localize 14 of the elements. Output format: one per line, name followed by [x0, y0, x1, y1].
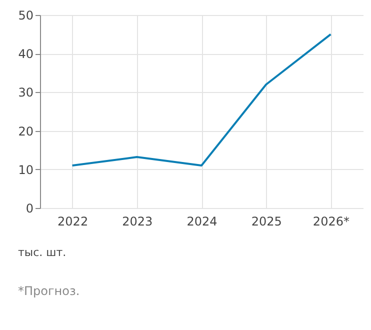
- text: тыс. шт.: [18, 246, 66, 259]
- x-tick-label: 2025: [251, 214, 282, 228]
- y-tick-label: 10: [18, 162, 34, 177]
- x-tick-label: 2022: [58, 214, 88, 228]
- y-tick-label: 50: [18, 8, 34, 22]
- x-tick-label: 2026*: [312, 214, 350, 228]
- y-tick-label: 40: [18, 47, 34, 62]
- y-tick-label: 20: [18, 124, 34, 138]
- y-tick-label: 0: [26, 202, 34, 216]
- x-tick-label: 2024: [186, 214, 218, 228]
- y-tick-label: 30: [18, 86, 34, 100]
- line-series: [71, 33, 332, 167]
- x-tick-label: 2023: [122, 214, 153, 228]
- text: *Прогноз.: [18, 284, 80, 298]
